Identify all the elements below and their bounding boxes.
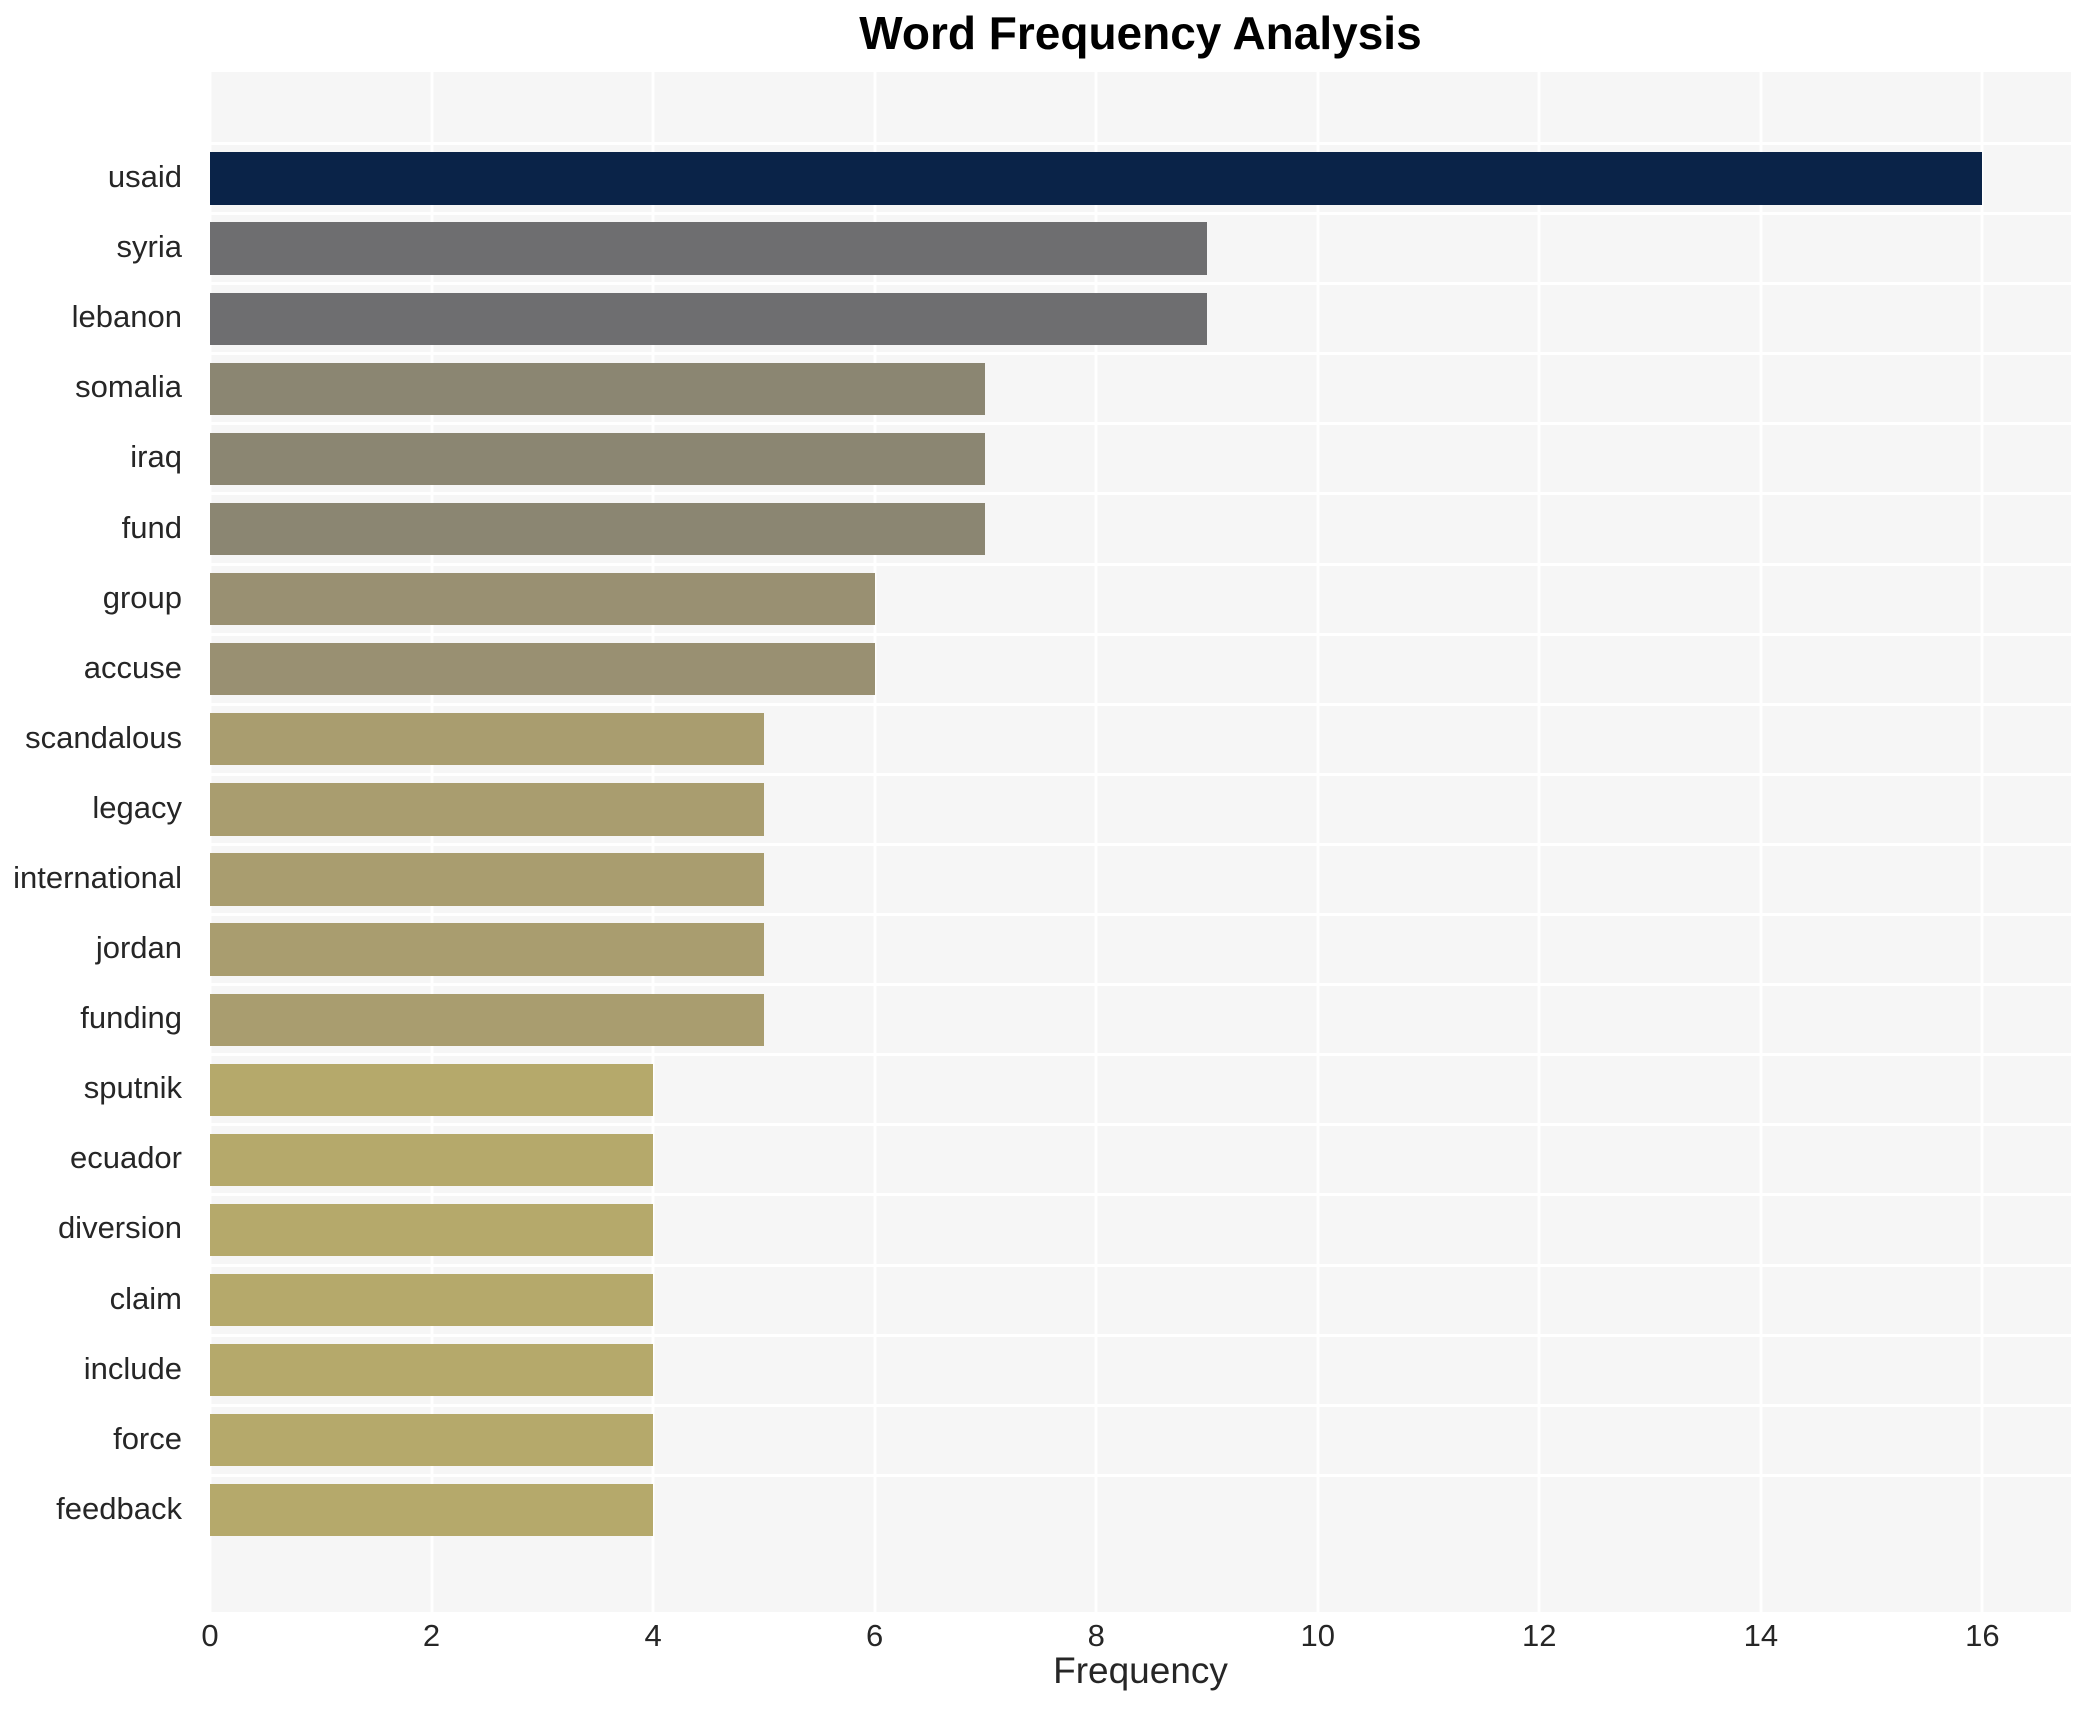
y-tick-label-diversion: diversion — [57, 1210, 182, 1246]
gridline-x-0 — [210, 72, 212, 1612]
x-tick-label-0: 0 — [201, 1618, 219, 1653]
gridline-x-2 — [430, 72, 434, 1612]
bar-fund — [210, 502, 986, 556]
y-tick-label-somalia: somalia — [75, 369, 182, 405]
bar-diversion — [210, 1203, 654, 1257]
bar-row-iraq — [210, 422, 2071, 492]
chart-title: Word Frequency Analysis — [859, 7, 1422, 59]
y-tick-label-usaid: usaid — [107, 159, 182, 195]
bar-row-syria — [210, 212, 2071, 282]
gridline-x-10 — [1316, 72, 1320, 1612]
bar-row-group — [210, 562, 2071, 633]
y-tick-label-claim: claim — [109, 1280, 182, 1316]
bar-row-funding — [210, 983, 2071, 1053]
bar-row-somalia — [210, 352, 2071, 422]
y-tick-label-legacy: legacy — [92, 789, 182, 825]
bar-row-force — [210, 1403, 2071, 1474]
bar-rows — [210, 72, 2071, 1612]
x-axis-ticks: 0 2 4 6 8 10 12 14 16 — [201, 1618, 2071, 1656]
x-tick-label-10: 10 — [1300, 1618, 1335, 1653]
x-tick-label-14: 14 — [1743, 1618, 1779, 1653]
bar-row-accuse — [210, 632, 2071, 703]
plot-area — [210, 72, 2071, 1612]
bar-row-ecuador — [210, 1123, 2071, 1193]
bar-lebanon — [210, 292, 1207, 345]
bar-jordan — [210, 923, 764, 976]
x-axis-label: Frequency — [1053, 1650, 1228, 1691]
bar-usaid — [210, 152, 1983, 205]
gridline-x-6 — [873, 72, 877, 1612]
bar-somalia — [210, 362, 986, 415]
bar-feedback — [210, 1484, 654, 1537]
bar-row-fund — [210, 492, 2071, 562]
bar-include — [210, 1343, 654, 1397]
y-tick-label-group: group — [102, 579, 182, 615]
bar-iraq — [210, 432, 986, 486]
y-tick-label-lebanon: lebanon — [71, 299, 182, 335]
y-tick-label-funding: funding — [80, 1000, 182, 1036]
bar-row-feedback — [210, 1473, 2071, 1544]
bar-row-usaid — [210, 142, 2071, 212]
bar-row-lebanon — [210, 282, 2071, 352]
gridline-x-16 — [1980, 72, 1984, 1612]
x-tick-label-16: 16 — [1965, 1618, 2000, 1653]
bar-claim — [210, 1273, 654, 1327]
y-tick-label-iraq: iraq — [130, 439, 182, 475]
bar-row-jordan — [210, 913, 2071, 983]
bar-group — [210, 572, 875, 626]
bar-row-legacy — [210, 772, 2071, 843]
bar-scandalous — [210, 713, 764, 766]
gridline-x-8 — [1094, 72, 1098, 1612]
bar-row-scandalous — [210, 702, 2071, 773]
bar-legacy — [210, 783, 764, 836]
y-tick-label-sputnik: sputnik — [83, 1070, 182, 1106]
y-tick-label-force: force — [113, 1420, 182, 1456]
gridline-x-4 — [651, 72, 655, 1612]
bar-international — [210, 853, 764, 906]
bar-row-sputnik — [210, 1053, 2071, 1123]
x-tick-label-2: 2 — [422, 1618, 441, 1653]
bar-row-diversion — [210, 1193, 2071, 1263]
gridline-x-12 — [1537, 72, 1541, 1612]
bar-funding — [210, 993, 764, 1046]
y-tick-label-fund: fund — [121, 509, 182, 545]
y-tick-label-scandalous: scandalous — [25, 719, 182, 755]
bar-ecuador — [210, 1133, 654, 1187]
y-tick-label-feedback: feedback — [56, 1490, 182, 1526]
bar-force — [210, 1414, 654, 1467]
y-axis-labels: usaid syria lebanon somalia iraq fund group acc… — [0, 72, 196, 1612]
y-tick-label-jordan: jordan — [95, 930, 182, 966]
y-tick-label-syria: syria — [116, 229, 182, 265]
bar-row-claim — [210, 1263, 2071, 1334]
bar-accuse — [210, 643, 875, 696]
bar-row-international — [210, 842, 2071, 913]
x-tick-label-12: 12 — [1522, 1618, 1557, 1653]
gridline-x-14 — [1759, 72, 1763, 1612]
y-tick-label-include: include — [83, 1350, 182, 1386]
bar-syria — [210, 222, 1207, 275]
y-tick-label-ecuador: ecuador — [69, 1140, 182, 1176]
y-tick-label-accuse: accuse — [83, 649, 182, 685]
x-tick-label-4: 4 — [644, 1618, 662, 1653]
y-tick-label-international: international — [13, 859, 182, 895]
bar-sputnik — [210, 1063, 654, 1116]
x-tick-label-6: 6 — [866, 1618, 884, 1653]
bar-row-include — [210, 1333, 2071, 1404]
x-tick-label-8: 8 — [1087, 1618, 1105, 1653]
